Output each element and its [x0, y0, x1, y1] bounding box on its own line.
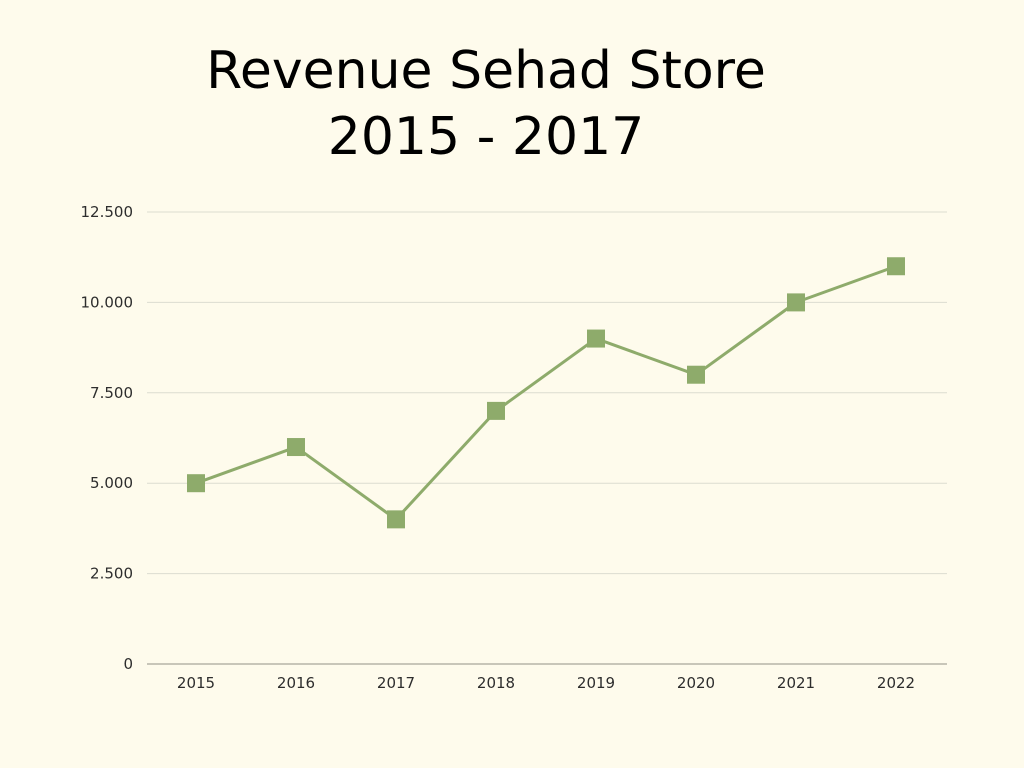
data-point-marker [287, 438, 305, 457]
y-tick-label: 0 [123, 655, 133, 673]
y-tick-label: 2.500 [90, 565, 133, 583]
data-point-marker [787, 293, 805, 312]
chart-title-line-2: 2015 - 2017 [327, 107, 645, 167]
data-point-marker [887, 257, 905, 276]
y-tick-label: 10.000 [81, 293, 134, 311]
x-tick-label: 2019 [577, 674, 615, 692]
x-tick-label: 2018 [477, 674, 515, 692]
x-tick-label: 2017 [377, 674, 415, 692]
y-tick-label: 7.500 [90, 384, 133, 402]
data-point-marker [187, 474, 205, 493]
data-point-marker [487, 401, 505, 420]
data-point-marker [687, 365, 705, 384]
x-tick-label: 2015 [177, 674, 215, 692]
y-tick-label: 5.000 [90, 474, 133, 492]
chart-title: Revenue Sehad Store 2015 - 2017 [0, 38, 972, 170]
data-point-marker [587, 329, 605, 348]
data-point-marker [387, 510, 405, 529]
x-tick-label: 2022 [877, 674, 915, 692]
x-tick-label: 2016 [277, 674, 315, 692]
y-tick-label: 12.500 [81, 203, 134, 221]
series-line [195, 264, 897, 521]
chart-title-line-1: Revenue Sehad Store [206, 41, 766, 101]
x-tick-label: 2020 [677, 674, 715, 692]
x-tick-label: 2021 [777, 674, 815, 692]
